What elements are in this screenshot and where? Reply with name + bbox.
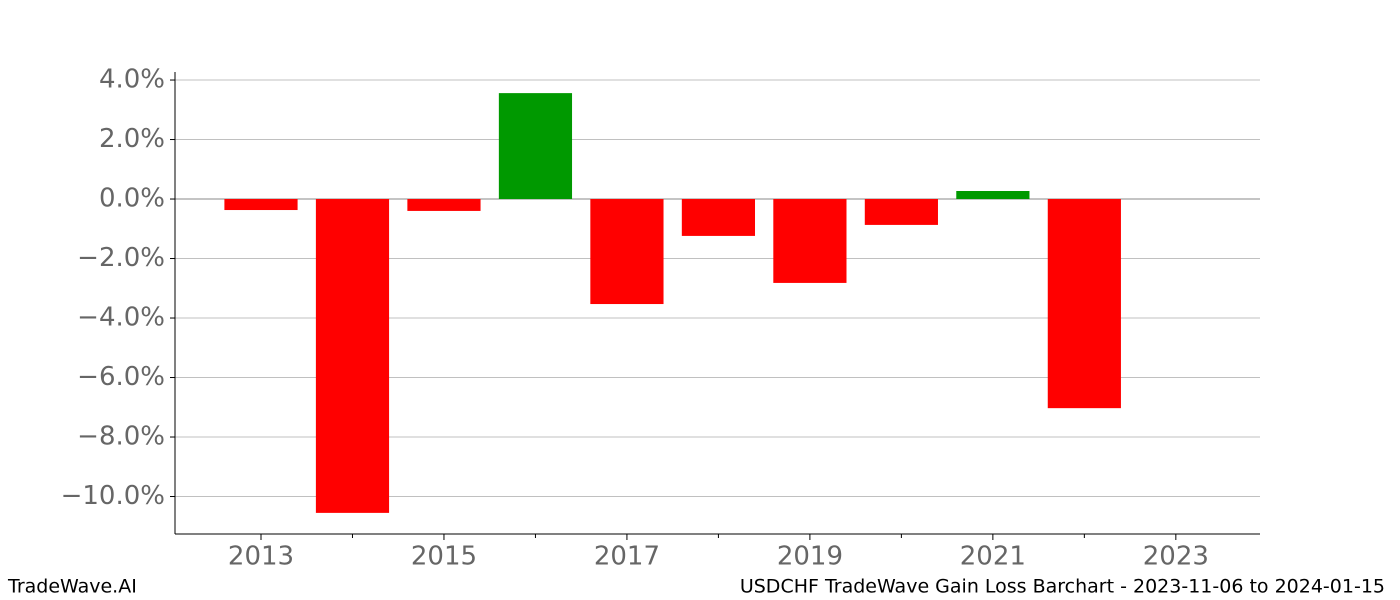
bar	[956, 190, 1030, 200]
y-tick-label: −6.0%	[77, 362, 165, 392]
bar	[773, 199, 847, 283]
y-tick-label: −4.0%	[77, 303, 165, 333]
bar	[864, 199, 938, 225]
x-tick-label: 2017	[594, 542, 660, 572]
bar	[681, 199, 756, 236]
x-tick-label: 2021	[960, 542, 1026, 572]
bar	[590, 199, 664, 305]
bar	[224, 199, 298, 211]
y-tick-label: −10.0%	[61, 481, 165, 511]
bar	[498, 93, 573, 200]
y-tick-label: −2.0%	[77, 243, 165, 273]
x-tick-label: 2023	[1143, 542, 1209, 572]
x-tick-label: 2019	[777, 542, 843, 572]
chart-title: USDCHF TradeWave Gain Loss Barchart - 20…	[740, 576, 1385, 598]
y-tick-label: 4.0%	[99, 65, 165, 95]
watermark: TradeWave.AI	[7, 576, 137, 598]
x-tick-label: 2013	[228, 542, 294, 572]
y-tick-label: 0.0%	[99, 184, 165, 214]
bar	[315, 199, 390, 513]
x-tick-label: 2015	[411, 542, 477, 572]
bar	[1047, 199, 1121, 409]
y-tick-label: −8.0%	[77, 422, 165, 452]
y-tick-label: 2.0%	[99, 124, 165, 154]
bar	[407, 199, 481, 211]
